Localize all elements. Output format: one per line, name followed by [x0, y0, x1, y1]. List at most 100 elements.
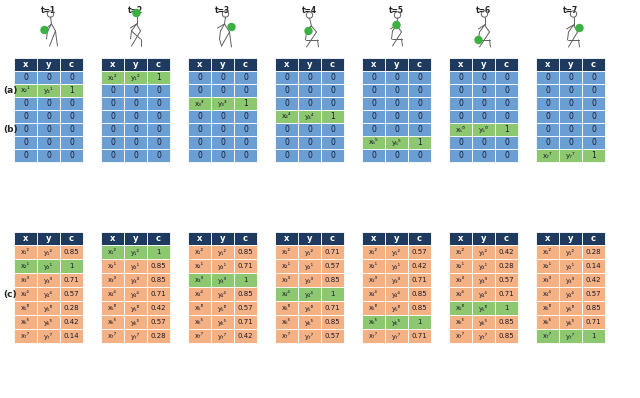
FancyBboxPatch shape [472, 259, 495, 273]
FancyBboxPatch shape [559, 123, 582, 136]
Text: x₁²: x₁² [456, 249, 465, 255]
Text: (c): (c) [3, 289, 17, 298]
Text: x₄⁴: x₄⁴ [456, 291, 465, 297]
FancyBboxPatch shape [472, 287, 495, 300]
Text: 0.71: 0.71 [150, 291, 166, 297]
FancyBboxPatch shape [536, 287, 559, 300]
FancyBboxPatch shape [147, 315, 170, 329]
FancyBboxPatch shape [60, 246, 83, 259]
FancyBboxPatch shape [559, 232, 582, 245]
Text: 0: 0 [46, 99, 51, 108]
Text: 0.71: 0.71 [412, 333, 428, 339]
FancyBboxPatch shape [234, 98, 257, 109]
Text: 0.71: 0.71 [324, 249, 340, 255]
FancyBboxPatch shape [408, 315, 431, 329]
FancyBboxPatch shape [37, 59, 60, 70]
FancyBboxPatch shape [321, 149, 344, 162]
Text: y₄⁴: y₄⁴ [305, 291, 314, 297]
Circle shape [475, 37, 482, 43]
FancyBboxPatch shape [408, 330, 431, 343]
FancyBboxPatch shape [385, 71, 408, 84]
Text: y₃³: y₃³ [218, 277, 227, 283]
Text: c: c [330, 234, 335, 243]
FancyBboxPatch shape [234, 246, 257, 259]
FancyBboxPatch shape [211, 273, 234, 287]
Text: x₇⁷: x₇⁷ [21, 333, 30, 339]
FancyBboxPatch shape [60, 273, 83, 287]
FancyBboxPatch shape [60, 98, 83, 109]
Text: 0.14: 0.14 [586, 263, 602, 269]
Text: y₆⁵: y₆⁵ [479, 318, 488, 326]
Text: 0: 0 [591, 125, 596, 134]
FancyBboxPatch shape [582, 137, 605, 148]
FancyBboxPatch shape [536, 84, 559, 97]
FancyBboxPatch shape [211, 110, 234, 123]
Text: 0: 0 [458, 86, 463, 95]
FancyBboxPatch shape [362, 110, 385, 123]
FancyBboxPatch shape [582, 330, 605, 343]
FancyBboxPatch shape [385, 273, 408, 287]
FancyBboxPatch shape [275, 246, 298, 259]
Text: x: x [371, 60, 376, 69]
Text: x₄⁴: x₄⁴ [195, 291, 204, 297]
Text: x₅⁶: x₅⁶ [369, 305, 378, 311]
FancyBboxPatch shape [472, 330, 495, 343]
Text: 0: 0 [481, 151, 486, 160]
FancyBboxPatch shape [124, 273, 147, 287]
FancyBboxPatch shape [37, 330, 60, 343]
FancyBboxPatch shape [234, 71, 257, 84]
Text: x₂¹: x₂¹ [195, 263, 204, 269]
Text: 1: 1 [591, 333, 596, 339]
FancyBboxPatch shape [147, 149, 170, 162]
FancyBboxPatch shape [321, 330, 344, 343]
Text: y₆⁵: y₆⁵ [218, 318, 227, 326]
Text: 0: 0 [197, 73, 202, 82]
FancyBboxPatch shape [495, 149, 518, 162]
Text: x₄⁴: x₄⁴ [282, 113, 291, 119]
FancyBboxPatch shape [124, 59, 147, 70]
FancyBboxPatch shape [472, 110, 495, 123]
Text: y₆⁵: y₆⁵ [131, 318, 140, 326]
Text: y₅⁶: y₅⁶ [131, 304, 140, 312]
Text: 0: 0 [458, 138, 463, 147]
FancyBboxPatch shape [234, 301, 257, 314]
Text: 0: 0 [110, 151, 115, 160]
Text: 0.85: 0.85 [499, 333, 515, 339]
Text: x₇⁷: x₇⁷ [195, 333, 204, 339]
Text: 0: 0 [69, 151, 74, 160]
Text: 0: 0 [307, 86, 312, 95]
FancyBboxPatch shape [15, 59, 36, 70]
Text: x₃³: x₃³ [369, 277, 378, 283]
Text: 0: 0 [220, 73, 225, 82]
FancyBboxPatch shape [298, 259, 321, 273]
FancyBboxPatch shape [495, 71, 518, 84]
Text: 0.28: 0.28 [586, 249, 602, 255]
FancyBboxPatch shape [362, 84, 385, 97]
FancyBboxPatch shape [559, 59, 582, 70]
FancyBboxPatch shape [559, 315, 582, 329]
Text: 0.85: 0.85 [324, 319, 340, 325]
Text: y: y [220, 234, 225, 243]
Text: y: y [132, 60, 138, 69]
Text: y₃³: y₃³ [392, 277, 401, 283]
FancyBboxPatch shape [188, 330, 211, 343]
Text: 0: 0 [220, 151, 225, 160]
Text: x: x [458, 60, 463, 69]
Text: x: x [545, 234, 550, 243]
Text: c: c [156, 234, 161, 243]
FancyBboxPatch shape [449, 315, 472, 329]
FancyBboxPatch shape [275, 71, 298, 84]
FancyBboxPatch shape [472, 315, 495, 329]
FancyBboxPatch shape [101, 123, 124, 136]
FancyBboxPatch shape [188, 287, 211, 300]
FancyBboxPatch shape [495, 287, 518, 300]
Text: y: y [481, 234, 486, 243]
Text: 0: 0 [504, 86, 509, 95]
Text: y₄⁴: y₄⁴ [392, 291, 401, 297]
Text: x₅⁶: x₅⁶ [108, 305, 117, 311]
FancyBboxPatch shape [275, 287, 298, 300]
Text: 0: 0 [220, 125, 225, 134]
Text: y₂¹: y₂¹ [218, 263, 227, 269]
Text: t=4: t=4 [302, 6, 317, 15]
FancyBboxPatch shape [15, 273, 36, 287]
